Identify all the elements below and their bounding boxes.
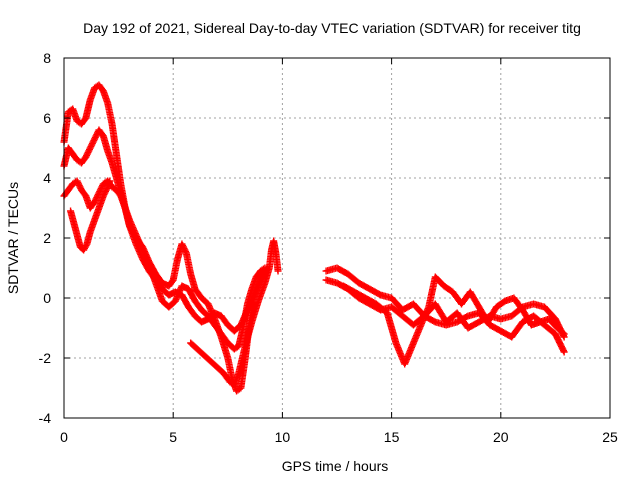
data-point xyxy=(560,330,568,338)
series-trace-e xyxy=(187,237,282,389)
x-tick-label: 20 xyxy=(493,429,509,445)
x-tick-label: 15 xyxy=(384,429,400,445)
y-tick-label: 8 xyxy=(43,50,51,66)
series-trace-h xyxy=(340,273,568,368)
data-point xyxy=(274,267,282,275)
data-point xyxy=(560,348,568,356)
y-axis-ticks: -4 -2 0 2 4 6 8 xyxy=(39,50,610,426)
x-tick-label: 10 xyxy=(275,429,291,445)
x-tick-label: 25 xyxy=(602,429,618,445)
grid-lines xyxy=(64,58,610,418)
x-axis-ticks: 0 5 10 15 20 25 xyxy=(60,58,618,445)
y-tick-label: -4 xyxy=(39,410,52,426)
y-tick-label: 0 xyxy=(43,290,51,306)
data-point xyxy=(559,329,567,337)
y-axis-label: SDTVAR / TECUs xyxy=(5,182,21,294)
y-tick-label: 2 xyxy=(43,230,51,246)
y-tick-label: -2 xyxy=(39,350,52,366)
y-tick-label: 6 xyxy=(43,110,51,126)
data-point xyxy=(182,248,190,255)
data-point xyxy=(106,177,114,185)
data-points xyxy=(60,81,568,395)
chart-title: Day 192 of 2021, Sidereal Day-to-day VTE… xyxy=(83,20,581,36)
y-tick-label: 4 xyxy=(43,170,51,186)
x-tick-label: 0 xyxy=(60,429,68,445)
series-trace-d xyxy=(67,177,114,254)
x-tick-label: 5 xyxy=(169,429,177,445)
x-axis-label: GPS time / hours xyxy=(282,458,389,474)
